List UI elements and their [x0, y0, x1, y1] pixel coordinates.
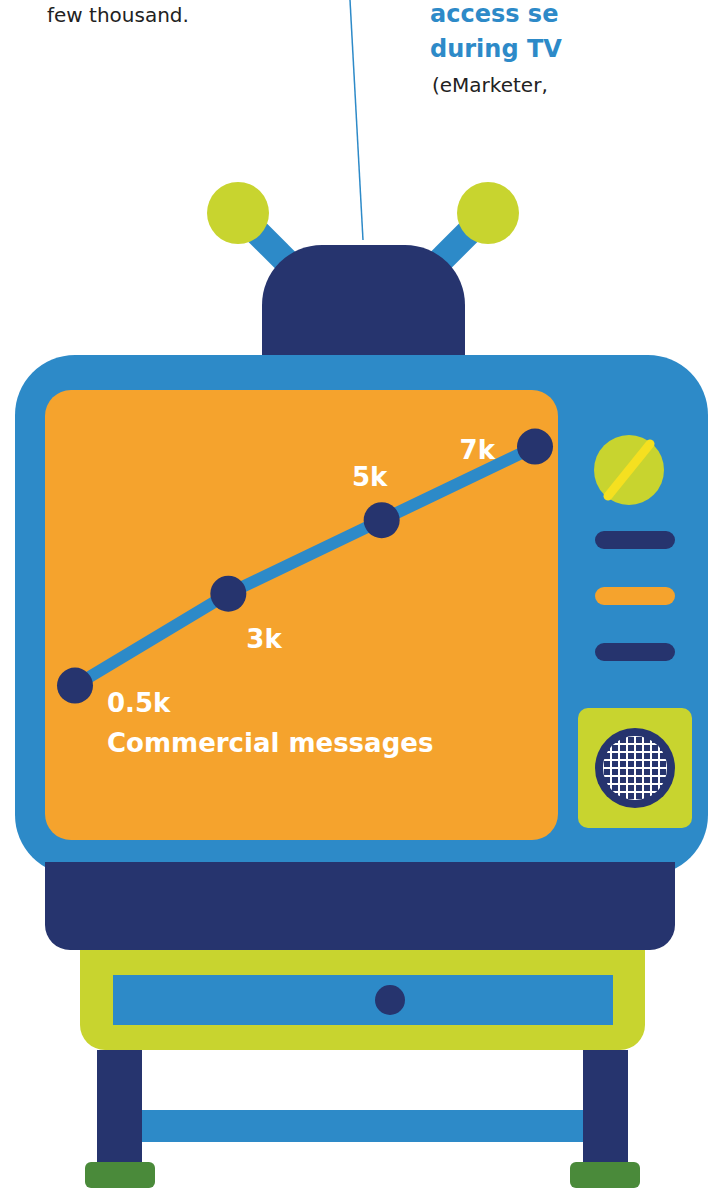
speaker-grill	[595, 728, 675, 808]
data-label: 3k	[246, 624, 282, 654]
line	[75, 447, 535, 686]
foot	[570, 1162, 640, 1188]
button	[595, 531, 675, 549]
mesh-line	[597, 767, 673, 769]
knob-stripe	[608, 444, 650, 496]
mesh-line	[597, 799, 673, 801]
annotation: (eMarketer,	[432, 73, 548, 97]
speaker-mesh	[597, 730, 673, 806]
data-label: 7k	[460, 435, 496, 465]
leader-line	[350, 0, 363, 240]
crossbar	[142, 1110, 583, 1142]
mesh-line	[597, 791, 673, 793]
mesh-line	[658, 730, 660, 806]
antenna-ball	[457, 182, 519, 244]
annotation: few thousand.	[47, 3, 189, 27]
annotation: during TV	[430, 35, 562, 63]
point	[57, 668, 93, 704]
drawer-knob	[375, 985, 405, 1015]
point	[517, 429, 553, 465]
tv-base	[45, 862, 675, 950]
antenna-ball	[207, 182, 269, 244]
point	[364, 502, 400, 538]
drawer	[113, 975, 613, 1025]
point	[210, 576, 246, 612]
plot-area	[57, 429, 553, 704]
mesh-line	[642, 730, 644, 806]
mesh-line	[597, 775, 673, 777]
data-label: 5k	[352, 462, 388, 492]
button	[595, 587, 675, 605]
screen	[45, 390, 558, 840]
speaker	[578, 708, 692, 828]
data-label: 0.5k	[107, 688, 171, 718]
foot	[85, 1162, 155, 1188]
tv-body	[15, 355, 708, 875]
page: few thousand. access se during TV (eMarkete…	[0, 0, 711, 1189]
mesh-line	[597, 783, 673, 785]
antenna-dome	[262, 245, 465, 370]
button	[595, 643, 675, 661]
chart-title: Commercial messages	[107, 728, 433, 758]
mesh-line	[666, 730, 668, 806]
mesh-line	[650, 730, 652, 806]
annotation: access se	[430, 0, 558, 28]
stand	[80, 950, 645, 1050]
leg	[583, 1050, 628, 1175]
leg	[97, 1050, 142, 1175]
knob	[594, 435, 664, 505]
